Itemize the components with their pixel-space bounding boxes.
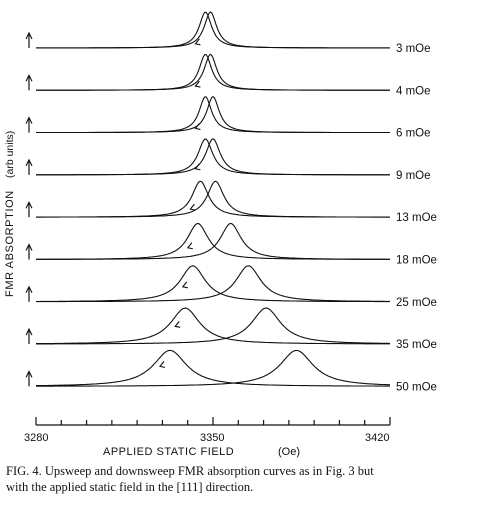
x-tick-label-3420: 3420 bbox=[365, 432, 389, 444]
downsweep-curve bbox=[36, 307, 390, 345]
arrow-up-icon bbox=[25, 200, 33, 209]
arrow-up-icon bbox=[25, 158, 33, 167]
upsweep-curve bbox=[36, 222, 390, 260]
curve-label: 3 mOe bbox=[396, 43, 431, 55]
arrow-up-icon bbox=[25, 370, 33, 378]
arrow-up-icon bbox=[25, 74, 33, 82]
downsweep-arrow-icon bbox=[194, 123, 201, 130]
curve-label: 4 mOe bbox=[396, 85, 431, 97]
curve-label: 25 mOe bbox=[396, 297, 437, 309]
upsweep-curve bbox=[36, 180, 390, 218]
downsweep-curve bbox=[36, 349, 390, 387]
arrow-up-icon bbox=[25, 285, 33, 294]
x-tick-label-3280: 3280 bbox=[24, 432, 48, 444]
downsweep-curve bbox=[36, 11, 390, 49]
curve-label: 6 mOe bbox=[396, 128, 431, 140]
trace-6-moe: 6 mOe bbox=[25, 95, 431, 140]
downsweep-arrow-icon bbox=[194, 163, 201, 171]
curve-label: 9 mOe bbox=[396, 170, 431, 182]
downsweep-curve bbox=[36, 53, 390, 91]
downsweep-arrow-icon bbox=[174, 321, 181, 328]
fmr-chart: 3 mOe 4 mOe 6 mOe 9 mOe 13 mOe 18 mOe 25 mOe 35… bbox=[4, 11, 437, 458]
curve-label: 50 mOe bbox=[396, 381, 437, 393]
downsweep-arrow-icon bbox=[189, 203, 196, 211]
upsweep-curve bbox=[36, 138, 390, 176]
trace-3-moe: 3 mOe bbox=[25, 11, 431, 55]
curve-label: 13 mOe bbox=[396, 212, 437, 224]
trace-9-moe: 9 mOe bbox=[25, 138, 431, 182]
trace-25-moe: 25 mOe bbox=[25, 265, 437, 309]
downsweep-curve bbox=[36, 180, 390, 218]
downsweep-arrow-icon bbox=[194, 38, 201, 46]
arrow-up-icon bbox=[25, 327, 33, 336]
downsweep-arrow-icon bbox=[186, 242, 193, 250]
upsweep-curve bbox=[36, 307, 390, 345]
y-axis-unit: (arb units) bbox=[4, 131, 16, 178]
downsweep-curve bbox=[36, 96, 390, 134]
arrow-up-icon bbox=[25, 243, 33, 251]
trace-18-moe: 18 mOe bbox=[25, 222, 437, 267]
trace-13-moe: 13 mOe bbox=[25, 180, 437, 224]
downsweep-curve bbox=[36, 138, 390, 176]
x-tick-label-3350: 3350 bbox=[200, 432, 224, 444]
downsweep-arrow-icon bbox=[194, 80, 201, 88]
trace-group: 3 mOe 4 mOe 6 mOe 9 mOe 13 mOe 18 mOe 25 mOe 35… bbox=[25, 11, 437, 393]
x-axis-label: APPLIED STATIC FIELD bbox=[103, 446, 234, 458]
upsweep-curve bbox=[36, 349, 391, 387]
caption-line-2: with the applied static field in the [11… bbox=[6, 480, 254, 494]
upsweep-curve bbox=[36, 265, 390, 303]
downsweep-arrow-icon bbox=[181, 281, 188, 289]
caption-line-1: FIG. 4. Upsweep and downsweep FMR absorp… bbox=[6, 464, 374, 478]
x-axis-unit: (Oe) bbox=[278, 446, 300, 458]
x-axis bbox=[35, 417, 391, 426]
trace-4-moe: 4 mOe bbox=[25, 53, 431, 97]
downsweep-curve bbox=[36, 265, 390, 303]
trace-50-moe: 50 mOe bbox=[25, 349, 437, 393]
arrow-up-icon bbox=[25, 31, 33, 40]
downsweep-curve bbox=[36, 222, 390, 260]
y-axis-label: FMR ABSORPTION bbox=[4, 190, 16, 297]
curve-label: 35 mOe bbox=[396, 339, 437, 351]
trace-35-moe: 35 mOe bbox=[25, 307, 437, 351]
downsweep-arrow-icon bbox=[159, 361, 166, 368]
curve-label: 18 mOe bbox=[396, 255, 437, 267]
arrow-up-icon bbox=[25, 116, 33, 124]
figure-caption: FIG. 4. Upsweep and downsweep FMR absorp… bbox=[6, 463, 474, 495]
